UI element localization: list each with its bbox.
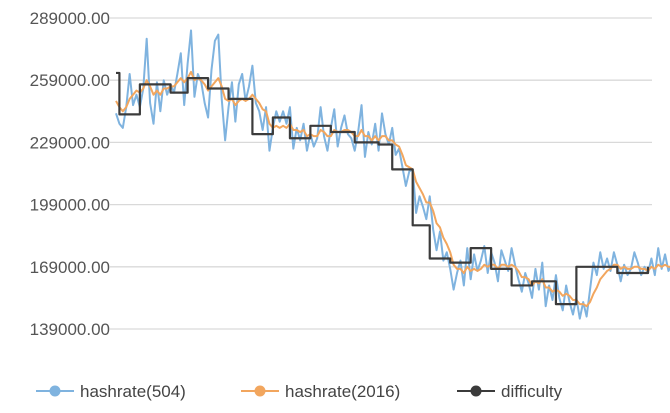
legend-swatch-marker-1 (254, 385, 266, 397)
series-line-0 (115, 29, 670, 320)
legend-item-0: hashrate(504) (36, 382, 186, 401)
y-tick-label-3: 229000.00 (30, 133, 110, 152)
legend: hashrate(504) hashrate(2016) difficulty (36, 382, 563, 401)
legend-label-0: hashrate(504) (80, 382, 186, 401)
series-line-2 (116, 71, 650, 306)
series-lines (115, 29, 670, 320)
y-tick-label-5: 289000.00 (30, 9, 110, 28)
y-tick-label-4: 259000.00 (30, 71, 110, 90)
y-tick-labels: 139000.00 169000.00 199000.00 229000.00 2590… (30, 9, 110, 339)
y-tick-label-0: 139000.00 (30, 320, 110, 339)
legend-label-2: difficulty (501, 382, 563, 401)
legend-swatch-marker-2 (470, 385, 482, 397)
legend-label-1: hashrate(2016) (285, 382, 400, 401)
y-tick-label-1: 169000.00 (30, 258, 110, 277)
legend-swatch-marker-0 (49, 385, 61, 397)
legend-item-1: hashrate(2016) (241, 382, 400, 401)
grid-lines (110, 17, 652, 330)
legend-item-2: difficulty (457, 382, 563, 401)
series-line-1 (115, 70, 670, 308)
y-tick-label-2: 199000.00 (30, 196, 110, 215)
